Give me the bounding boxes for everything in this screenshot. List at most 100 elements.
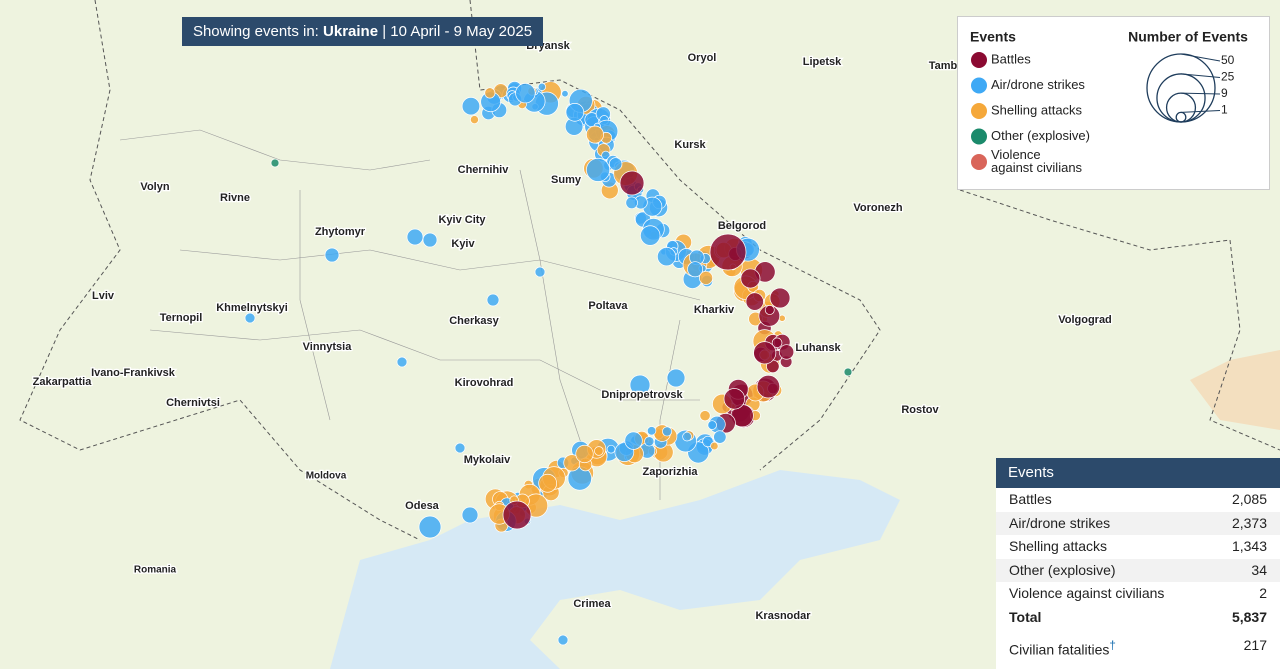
event-marker xyxy=(601,150,611,160)
cell-text: Civilian fatalities xyxy=(1009,641,1110,658)
event-marker xyxy=(461,97,481,116)
place-label: Kyiv City xyxy=(438,214,486,226)
place-label: Sumy xyxy=(551,174,582,186)
event-marker xyxy=(843,367,853,377)
event-marker xyxy=(624,431,643,450)
table-row: Air/drone strikes 2,373 xyxy=(996,511,1280,535)
fatalities-row: Civilian fatalities† 217 xyxy=(996,634,1280,658)
cell: Air/drone strikes xyxy=(1009,514,1111,531)
regions xyxy=(119,129,701,500)
size-leader xyxy=(1180,53,1221,62)
size-leader xyxy=(1180,92,1221,95)
legend-label: Violence against civilians xyxy=(991,147,1083,175)
event-marker xyxy=(687,261,704,278)
event-marker xyxy=(710,441,719,451)
place-label: Zhytomyr xyxy=(315,226,366,238)
event-marker xyxy=(608,157,623,171)
event-marker xyxy=(244,312,256,324)
place-label: Poltava xyxy=(588,300,628,312)
cell: 2 xyxy=(1259,585,1267,601)
place-label: Lviv xyxy=(92,290,115,302)
legend-label: Shelling attacks xyxy=(991,102,1083,117)
steppe xyxy=(1190,350,1280,430)
event-marker xyxy=(657,247,677,267)
place-label: Volgograd xyxy=(1058,314,1112,326)
cell: Total xyxy=(1009,608,1042,625)
event-marker xyxy=(406,228,424,246)
legend-svg: Events Battles Air/drone strikes Shelling a… xyxy=(970,29,1248,176)
table-row: Other (explosive) 34 xyxy=(996,558,1280,582)
event-marker xyxy=(646,426,657,436)
event-marker xyxy=(699,410,711,422)
place-label: Voronezh xyxy=(853,202,903,214)
event-marker xyxy=(682,431,692,442)
event-marker xyxy=(586,125,604,144)
place-label: Lipetsk xyxy=(803,56,842,68)
size-circle xyxy=(1175,111,1187,123)
event-marker xyxy=(586,157,611,182)
event-marker xyxy=(565,103,585,122)
dagger[interactable]: † xyxy=(1109,639,1116,652)
cell: Civilian fatalities† xyxy=(1009,634,1116,658)
place-label: Romania xyxy=(134,565,177,576)
place-label: Zakarpattia xyxy=(33,376,93,388)
banner-country: Ukraine xyxy=(323,23,379,40)
place-label: Oryol xyxy=(688,52,717,64)
event-marker xyxy=(470,115,479,125)
banner: Showing events in: Ukraine | 10 April - … xyxy=(182,17,543,46)
place-label: Crimea xyxy=(573,598,611,610)
place-label: Belgorod xyxy=(718,220,766,232)
size-label: 9 xyxy=(1221,86,1228,100)
legend-title: Events xyxy=(970,29,1016,45)
cell: 2,373 xyxy=(1231,514,1267,531)
cell: Battles xyxy=(1009,491,1052,507)
size-label: 25 xyxy=(1221,70,1235,84)
event-marker xyxy=(538,473,558,493)
size-leader xyxy=(1180,110,1221,113)
place-label: Chernivtsi xyxy=(166,397,220,409)
legend-swatch xyxy=(971,154,987,170)
event-marker xyxy=(454,442,466,454)
event-marker xyxy=(713,430,727,444)
event-marker xyxy=(561,90,569,98)
legend-label: Air/drone strikes xyxy=(991,77,1085,92)
place-label: Odesa xyxy=(405,500,440,512)
place-label: Rivne xyxy=(220,192,250,204)
legend: Events Battles Air/drone strikes Shelling a… xyxy=(957,16,1270,190)
place-label: Mykolaiv xyxy=(464,454,511,466)
legend-label: Other (explosive) xyxy=(991,128,1090,143)
place-label: Kursk xyxy=(674,139,706,151)
event-marker xyxy=(619,170,645,196)
place-label: Ivano-Frankivsk xyxy=(91,367,176,379)
event-marker xyxy=(745,292,764,311)
event-marker xyxy=(629,374,651,396)
events-table: Events Battles 2,085 Air/drone strikes 2,37… xyxy=(996,458,1280,669)
table-title: Events xyxy=(996,458,1280,488)
cell: 1,343 xyxy=(1231,538,1267,554)
event-marker xyxy=(537,82,546,91)
event-marker xyxy=(662,426,673,437)
table-row: Violence against civilians 2 xyxy=(996,582,1280,606)
event-marker xyxy=(486,293,500,307)
event-marker xyxy=(640,225,661,246)
cell: Shelling attacks xyxy=(1009,538,1108,554)
event-marker xyxy=(707,420,717,430)
event-marker xyxy=(625,196,638,210)
event-marker xyxy=(502,500,532,530)
place-label: Ternopil xyxy=(160,312,203,324)
legend-swatch xyxy=(971,77,987,94)
cell: 217 xyxy=(1243,637,1267,653)
place-label: Kyiv xyxy=(451,238,475,250)
event-marker xyxy=(534,266,546,278)
size-circle xyxy=(1156,73,1206,123)
size-circle xyxy=(1165,92,1197,123)
event-markers xyxy=(244,81,853,646)
banner-period: | 10 April - 9 May 2025 xyxy=(382,23,533,40)
place-label: Chernihiv xyxy=(458,164,510,176)
event-marker xyxy=(461,506,479,524)
event-marker xyxy=(740,268,761,289)
event-marker xyxy=(484,87,496,99)
event-marker xyxy=(575,444,594,464)
